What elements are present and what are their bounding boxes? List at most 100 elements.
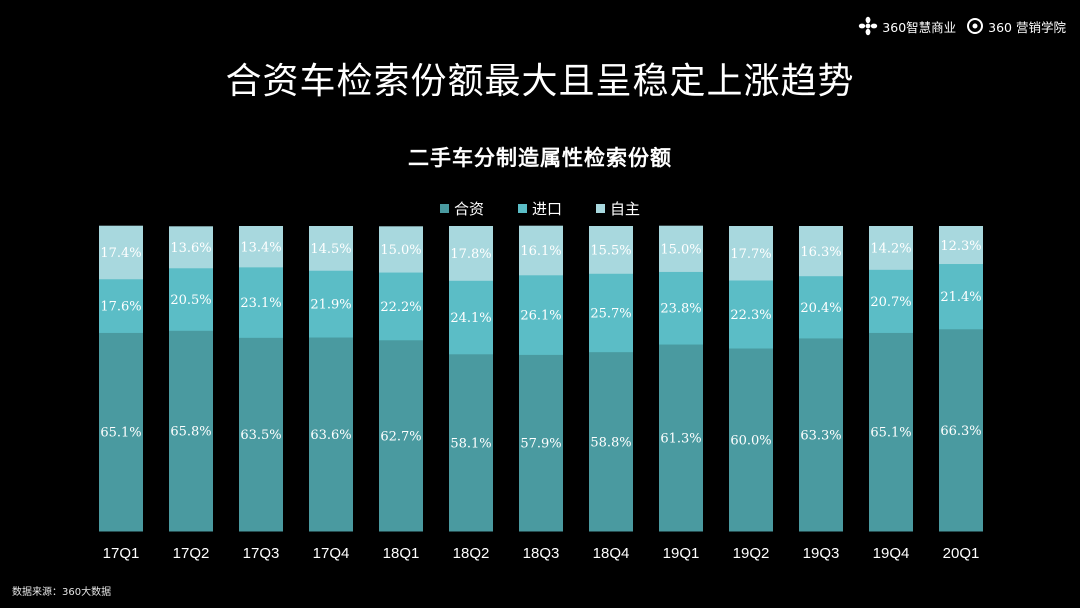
bar-segment-joint-venture-18Q3 [519,354,563,532]
legend-label-domestic: 自主 [610,200,641,218]
data-label-import-17Q4: 21.9% [310,298,351,313]
bar-segment-joint-venture-19Q2 [729,348,773,532]
bar-segment-joint-venture-17Q2 [169,330,213,532]
bar-segment-import-20Q1 [939,263,983,330]
bar-segment-import-18Q3 [519,274,563,355]
data-label-domestic-17Q1: 17.4% [100,246,141,261]
legend-item-domestic: 自主 [596,198,640,219]
brand-logos: 360智慧商业 360 营销学院 [858,16,1066,36]
bar-segment-joint-venture-17Q3 [239,337,283,532]
data-label-import-20Q1: 21.4% [940,290,981,305]
bar-segment-domestic-17Q3 [239,226,283,268]
data-label-import-17Q3: 23.1% [240,296,281,311]
data-label-joint-venture-19Q1: 61.3% [660,432,701,447]
x-tick-label-19Q2: 19Q2 [733,545,770,562]
data-label-import-19Q1: 23.8% [660,302,701,317]
bar-segment-domestic-18Q1 [379,226,423,273]
data-label-joint-venture-17Q3: 63.5% [240,428,281,443]
x-tick-label-18Q3: 18Q3 [523,545,560,562]
bar-segment-import-18Q1 [379,272,423,341]
bar-segment-joint-venture-17Q4 [309,337,353,532]
data-label-joint-venture-20Q1: 66.3% [940,424,981,439]
page-title: 合资车检索份额最大且呈稳定上涨趋势 [225,61,855,102]
bar-segment-import-19Q3 [799,275,843,339]
data-label-joint-venture-19Q3: 63.3% [800,428,841,443]
bar-segment-domestic-19Q1 [659,225,703,272]
data-label-import-18Q2: 24.1% [450,311,491,326]
bar-segment-import-18Q4 [589,273,633,353]
x-tick-label-18Q4: 18Q4 [593,545,630,562]
data-label-domestic-19Q1: 15.0% [660,243,701,258]
x-tick-label-19Q1: 19Q1 [663,545,700,562]
data-label-joint-venture-19Q4: 65.1% [870,426,911,441]
bar-segment-joint-venture-18Q1 [379,339,423,532]
legend-item-joint-venture: 合资 [439,198,484,219]
data-label-domestic-19Q4: 14.2% [870,242,911,257]
bar-segment-import-19Q4 [869,269,913,333]
bar-segment-import-17Q4 [309,270,353,338]
data-label-import-18Q3: 26.1% [520,309,561,324]
x-tick-label-17Q4: 17Q4 [313,545,350,562]
legend-label-import: 进口 [531,200,562,218]
data-label-domestic-17Q4: 14.5% [310,242,351,257]
legend-item-import: 进口 [517,198,562,219]
data-label-joint-venture-18Q1: 62.7% [380,429,421,444]
x-tick-label-17Q1: 17Q1 [103,545,140,562]
data-label-import-17Q1: 17.6% [100,300,141,315]
data-label-joint-venture-17Q4: 63.6% [310,428,351,443]
data-label-joint-venture-18Q3: 57.9% [520,437,561,452]
data-label-domestic-20Q1: 12.3% [940,239,981,254]
data-label-domestic-18Q3: 16.1% [520,244,561,259]
bar-segment-joint-venture-18Q4 [589,351,633,532]
data-label-import-17Q2: 20.5% [170,293,211,308]
legend-swatch-joint-venture [439,204,449,213]
chart-legend: 合资 进口 自主 [0,198,1080,219]
bar-segment-domestic-18Q4 [589,226,633,274]
data-label-domestic-17Q2: 13.6% [170,241,211,256]
marketing-academy-logo: 360 营销学院 [966,17,1066,36]
bar-segment-domestic-19Q2 [729,226,773,281]
bar-segment-joint-venture-19Q1 [659,344,703,532]
ring-logo-icon [967,18,984,34]
legend-swatch-import [517,204,527,213]
bar-segment-domestic-17Q4 [309,226,353,271]
legend-swatch-domestic [596,204,605,213]
x-tick-label-18Q1: 18Q1 [383,545,420,562]
bar-segment-import-17Q1 [99,278,143,333]
data-label-joint-venture-17Q1: 65.1% [100,426,141,441]
data-label-import-18Q1: 22.2% [380,300,421,315]
x-tick-label-19Q4: 19Q4 [873,545,910,562]
flower-logo-icon [859,16,878,36]
data-label-import-19Q2: 22.3% [730,308,771,323]
data-label-domestic-18Q4: 15.5% [590,244,631,259]
data-label-joint-venture-18Q2: 58.1% [450,436,491,451]
brand-text-2: 360 营销学院 [988,19,1066,35]
bar-segment-joint-venture-18Q2 [449,353,493,532]
bar-segment-domestic-18Q2 [449,226,493,281]
data-label-import-18Q4: 25.7% [590,306,631,321]
data-label-domestic-18Q1: 15.0% [380,243,421,258]
bar-segment-joint-venture-19Q3 [799,337,843,532]
data-label-joint-venture-18Q4: 58.8% [590,435,631,450]
bar-segment-domestic-17Q1 [99,225,143,280]
x-tick-label-19Q3: 19Q3 [803,545,840,562]
data-label-domestic-18Q2: 17.8% [450,247,491,262]
bar-segment-joint-venture-19Q4 [869,332,913,532]
x-tick-label-17Q3: 17Q3 [243,545,280,562]
data-label-domestic-19Q3: 16.3% [800,245,841,260]
x-tick-label-17Q2: 17Q2 [173,545,210,562]
bar-segment-import-17Q3 [239,266,283,338]
data-label-domestic-17Q3: 13.4% [240,240,281,255]
bar-segment-domestic-18Q3 [519,225,563,276]
bar-segment-import-17Q2 [169,267,213,331]
x-tick-label-20Q1: 20Q1 [943,545,980,562]
bar-segment-joint-venture-20Q1 [939,328,983,532]
data-label-import-19Q3: 20.4% [800,301,841,316]
chart-title: 二手车分制造属性检索份额 [408,146,672,170]
data-label-import-19Q4: 20.7% [870,295,911,310]
data-label-joint-venture-17Q2: 65.8% [170,425,211,440]
bar-segment-domestic-19Q4 [869,226,913,270]
legend-label-joint-venture: 合资 [453,200,484,218]
brand-text-1: 360智慧商业 [882,19,957,35]
